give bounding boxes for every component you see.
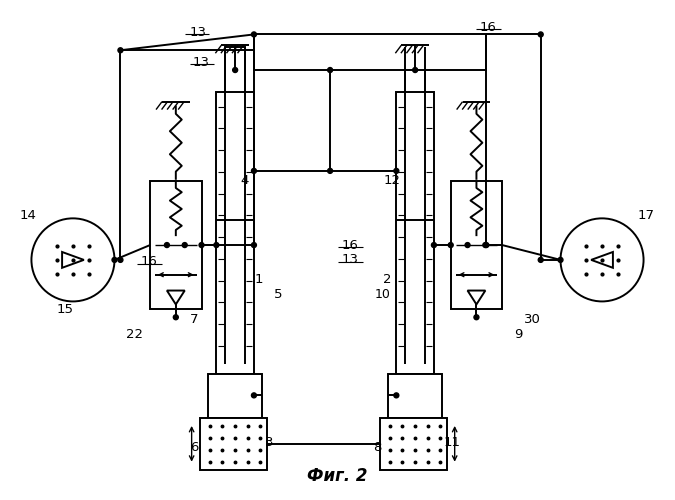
Text: 16: 16: [342, 238, 358, 252]
Bar: [388, 374, 442, 418]
Bar: [379, 418, 447, 470]
Text: 10: 10: [375, 288, 390, 301]
Bar: [209, 374, 262, 418]
Circle shape: [327, 168, 333, 173]
Circle shape: [112, 258, 117, 262]
Circle shape: [412, 68, 418, 72]
Text: 9: 9: [514, 328, 522, 340]
Text: 15: 15: [57, 303, 74, 316]
Circle shape: [394, 168, 399, 173]
Bar: [200, 418, 267, 470]
Circle shape: [252, 242, 256, 248]
Circle shape: [252, 393, 256, 398]
Circle shape: [118, 48, 123, 52]
Circle shape: [538, 32, 543, 37]
Text: 13: 13: [193, 56, 210, 68]
Circle shape: [182, 242, 187, 248]
Text: 1: 1: [254, 273, 263, 286]
Text: 22: 22: [126, 328, 143, 340]
Bar: [405, 48, 425, 364]
Text: 16: 16: [140, 256, 157, 268]
Text: 13: 13: [342, 254, 358, 266]
Circle shape: [199, 242, 204, 248]
Bar: [451, 181, 502, 310]
Bar: [217, 92, 254, 374]
Circle shape: [32, 218, 115, 302]
Bar: [254, 34, 486, 70]
Circle shape: [233, 68, 238, 72]
Text: 11: 11: [443, 436, 460, 450]
Bar: [150, 181, 202, 310]
Circle shape: [173, 315, 178, 320]
Circle shape: [394, 393, 399, 398]
Circle shape: [252, 168, 256, 173]
Circle shape: [165, 242, 169, 248]
Text: 8: 8: [373, 442, 382, 454]
Text: 5: 5: [275, 288, 283, 301]
Text: 3: 3: [265, 436, 273, 450]
Text: 4: 4: [241, 174, 249, 188]
Circle shape: [560, 218, 643, 302]
Text: 6: 6: [190, 442, 199, 454]
Circle shape: [465, 242, 470, 248]
Text: 12: 12: [384, 174, 401, 188]
Text: 30: 30: [524, 312, 541, 326]
Circle shape: [538, 258, 543, 262]
Circle shape: [214, 242, 219, 248]
Circle shape: [484, 242, 489, 248]
Text: 16: 16: [480, 21, 497, 34]
Circle shape: [448, 242, 453, 248]
Circle shape: [558, 258, 563, 262]
Text: 14: 14: [20, 209, 37, 222]
Text: Фиг. 2: Фиг. 2: [306, 468, 367, 485]
Text: 17: 17: [638, 209, 655, 222]
Text: 7: 7: [190, 312, 199, 326]
Bar: [225, 48, 245, 364]
Bar: [396, 92, 434, 374]
Circle shape: [431, 242, 437, 248]
Circle shape: [483, 242, 488, 248]
Circle shape: [118, 258, 123, 262]
Circle shape: [252, 32, 256, 37]
Text: 13: 13: [189, 26, 206, 39]
Text: 2: 2: [383, 273, 392, 286]
Circle shape: [327, 68, 333, 72]
Circle shape: [474, 315, 479, 320]
